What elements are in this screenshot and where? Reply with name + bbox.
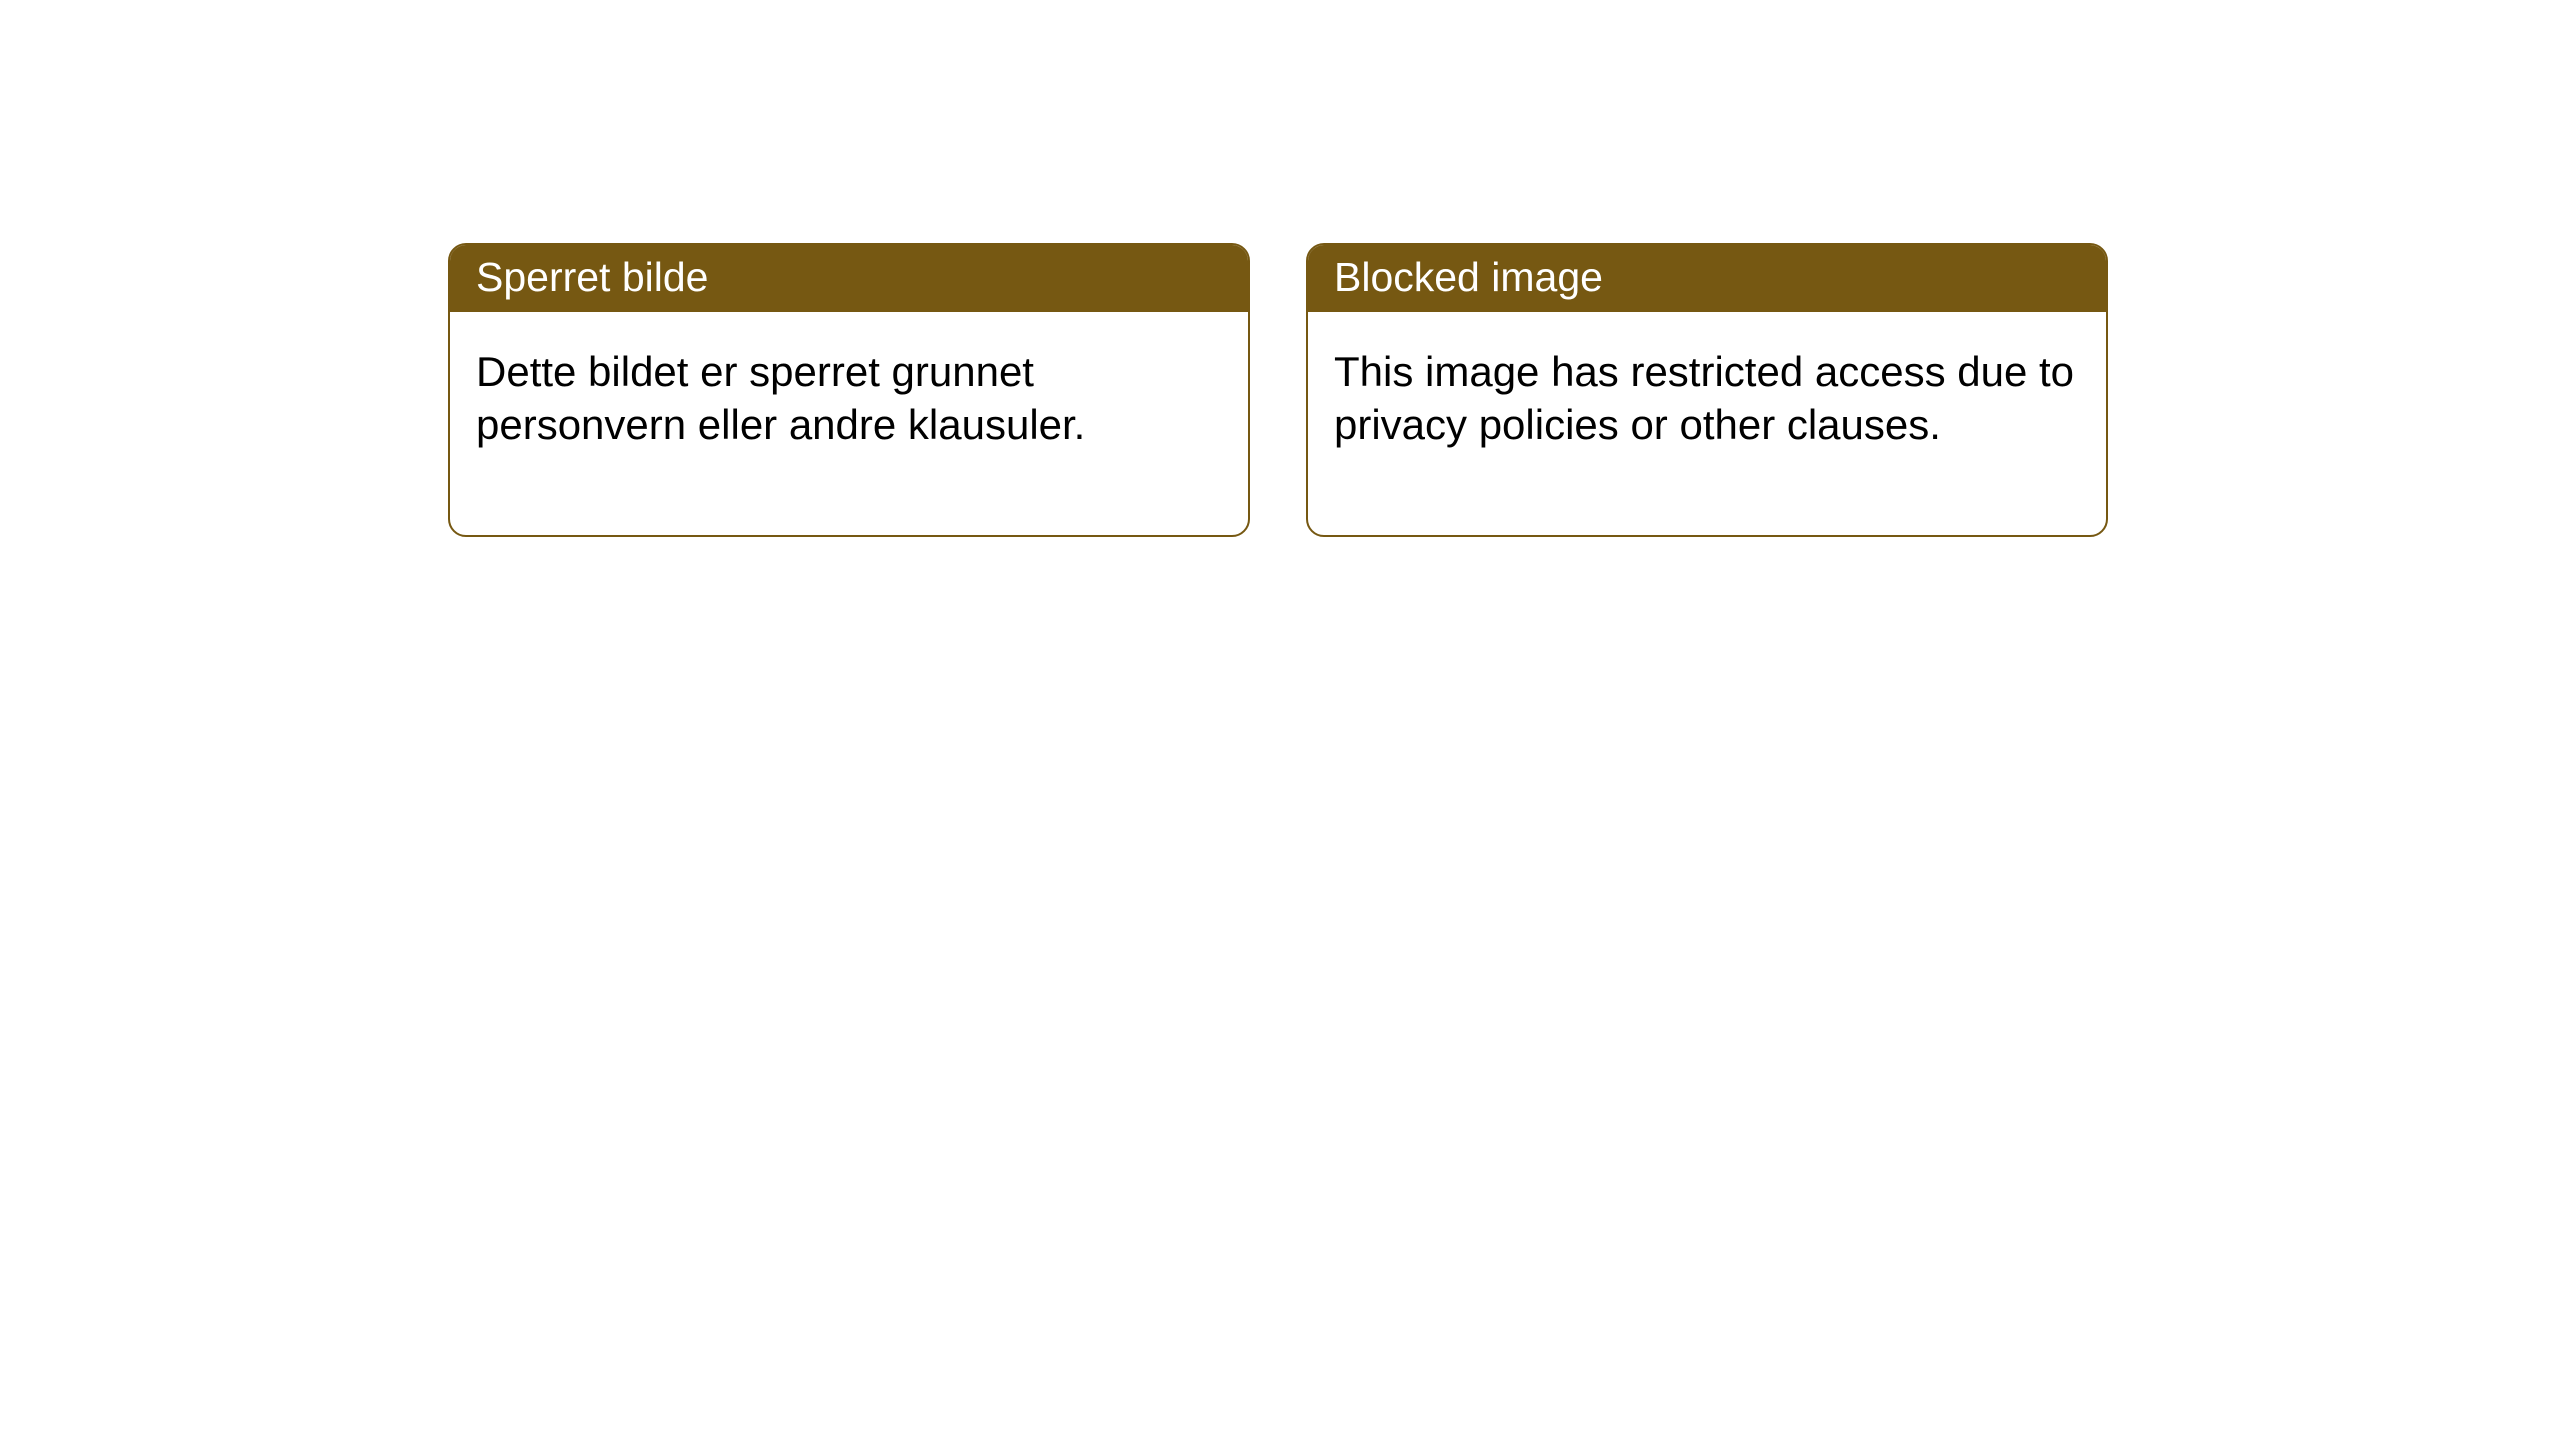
card-title: Blocked image <box>1308 245 2106 312</box>
card-title: Sperret bilde <box>450 245 1248 312</box>
blocked-image-notices: Sperret bilde Dette bildet er sperret gr… <box>0 0 2560 537</box>
blocked-image-card-en: Blocked image This image has restricted … <box>1306 243 2108 537</box>
card-body: This image has restricted access due to … <box>1308 312 2106 535</box>
card-body: Dette bildet er sperret grunnet personve… <box>450 312 1248 535</box>
blocked-image-card-no: Sperret bilde Dette bildet er sperret gr… <box>448 243 1250 537</box>
